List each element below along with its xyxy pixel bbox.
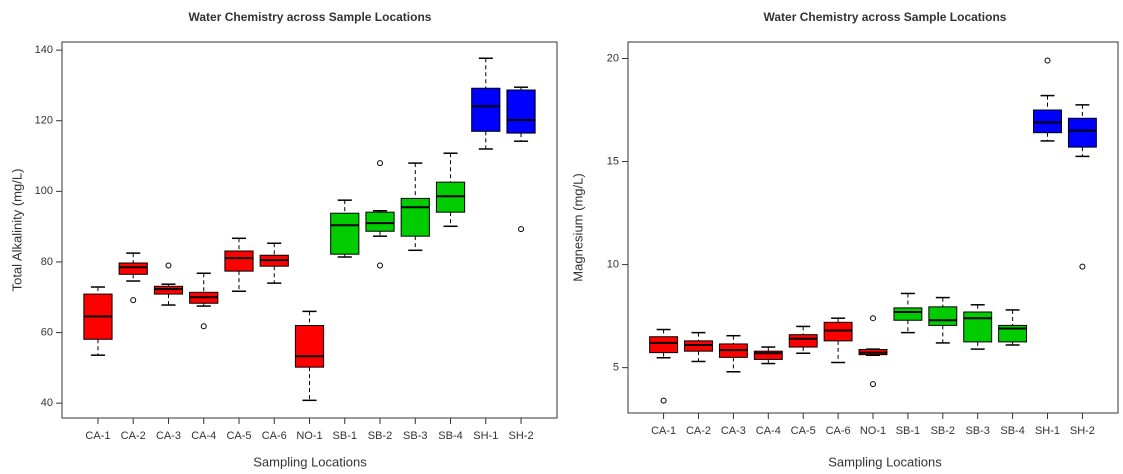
outlier [870, 315, 876, 322]
box [400, 197, 430, 237]
y-tick-label: 100 [35, 185, 53, 197]
x-tick-label: NO-1 [860, 425, 886, 437]
chart-title: Water Chemistry across Sample Locations [764, 10, 1007, 24]
x-tick-label: SH-1 [473, 430, 498, 442]
x-tick-label: CA-3 [156, 430, 181, 442]
y-tick-label: 15 [607, 155, 619, 167]
x-axis-label: Sampling Locations [828, 454, 942, 469]
box [506, 89, 536, 134]
x-tick-label: CA-2 [121, 430, 146, 442]
x-tick-label: CA-5 [791, 425, 816, 437]
x-tick-label: CA-4 [191, 430, 216, 442]
outlier [200, 323, 207, 330]
x-tick-label: SH-1 [1035, 425, 1060, 437]
box [471, 87, 501, 132]
y-tick-label: 140 [35, 44, 53, 56]
x-tick-label: CA-1 [85, 430, 110, 442]
x-tick-label: CA-6 [826, 425, 851, 437]
y-tick-label: 40 [41, 397, 53, 409]
outlier [130, 297, 137, 304]
box [893, 307, 923, 321]
x-tick-label: CA-6 [262, 430, 287, 442]
box [928, 306, 958, 326]
outlier [377, 160, 384, 167]
outlier [377, 262, 384, 269]
chart: Water Chemistry across Sample Locations S… [9, 10, 558, 469]
x-tick-label: CA-4 [756, 425, 781, 437]
x-axis-label: Sampling Locations [253, 454, 367, 469]
chart: Water Chemistry across Sample Locations S… [570, 10, 1119, 469]
y-tick-label: 120 [35, 115, 53, 127]
chart-title: Water Chemistry across Sample Locations [189, 10, 432, 24]
outlier [518, 226, 525, 233]
x-tick-label: CA-5 [226, 430, 251, 442]
box [224, 250, 254, 272]
box [998, 324, 1028, 343]
y-tick-label: 20 [607, 52, 619, 64]
outlier [1079, 263, 1086, 270]
outlier [870, 381, 876, 388]
box [153, 285, 184, 295]
box [963, 311, 993, 343]
box [753, 350, 783, 360]
x-tick-label: SB-2 [368, 430, 392, 442]
box [1067, 117, 1097, 148]
box [118, 262, 148, 275]
y-tick-label: 5 [613, 362, 619, 374]
outlier [165, 262, 172, 269]
box [649, 336, 679, 354]
y-tick-label: 60 [41, 326, 53, 338]
x-tick-label: SB-4 [1000, 425, 1024, 437]
x-tick-label: SB-3 [403, 430, 427, 442]
x-tick-label: SH-2 [509, 430, 534, 442]
x-tick-label: SB-2 [931, 425, 955, 437]
y-tick-label: 80 [41, 256, 53, 268]
box [365, 211, 395, 232]
y-axis-label: Magnesium (mg/L) [570, 173, 585, 281]
x-tick-label: CA-1 [651, 425, 676, 437]
x-tick-label: SB-1 [333, 430, 357, 442]
box [1033, 109, 1062, 134]
plot-frame [627, 41, 1119, 414]
box [788, 334, 818, 348]
box [684, 340, 713, 352]
box [823, 321, 853, 342]
box [330, 212, 360, 255]
x-tick-label: SH-2 [1070, 425, 1095, 437]
x-tick-label: SB-1 [896, 425, 920, 437]
x-tick-label: SB-4 [438, 430, 462, 442]
y-tick-label: 10 [607, 259, 619, 271]
box [294, 325, 325, 368]
outlier [660, 397, 667, 404]
y-axis-label: Total Alkalinity (mg/L) [9, 169, 24, 292]
x-tick-label: CA-3 [721, 425, 746, 437]
x-tick-label: NO-1 [296, 430, 322, 442]
x-tick-label: SB-3 [965, 425, 989, 437]
outlier [1044, 57, 1051, 64]
x-tick-label: CA-2 [686, 425, 711, 437]
